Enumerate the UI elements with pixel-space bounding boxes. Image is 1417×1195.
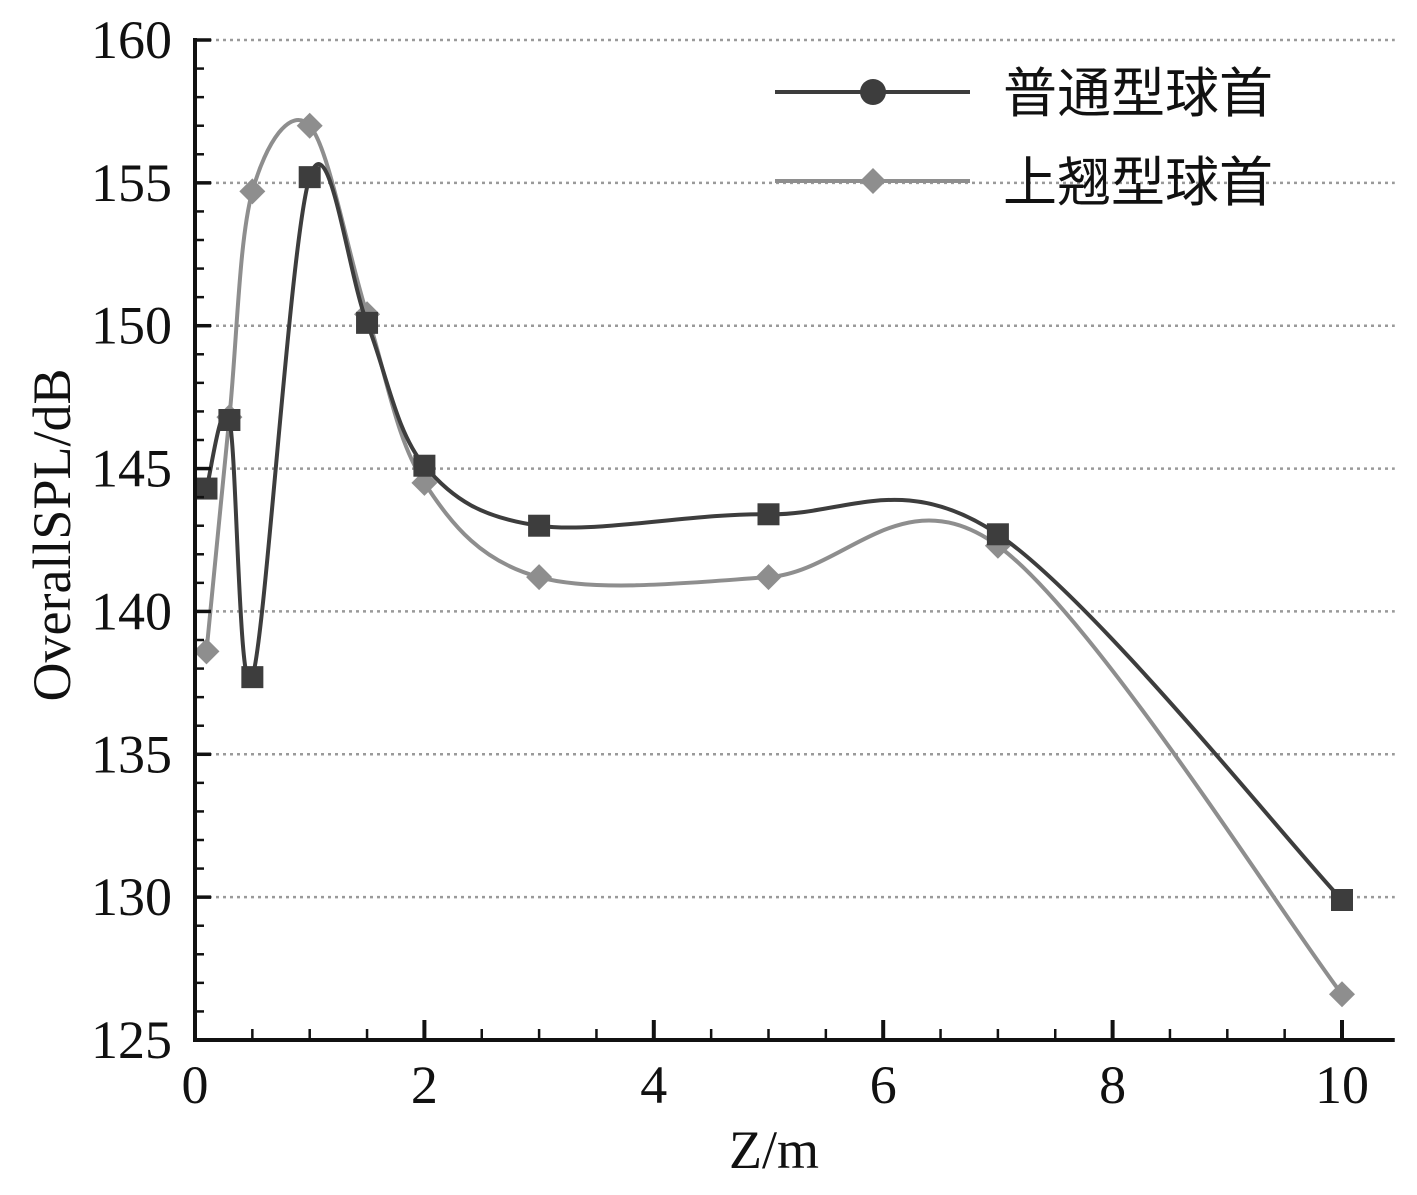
series-1-marker (195, 477, 218, 500)
y-axis-label: OverallSPL/dB (22, 369, 82, 702)
series-2-marker (193, 638, 220, 665)
y-tick-label: 140 (91, 581, 172, 641)
legend: 普通型球首 上翘型球首 (775, 62, 1273, 214)
y-tick-label: 160 (91, 10, 172, 70)
y-tick-label: 135 (91, 724, 172, 784)
x-axis-label: Z/m (729, 1120, 819, 1180)
y-tick-label: 155 (91, 153, 172, 213)
legend-label-series-2: 上翘型球首 (1003, 151, 1273, 214)
x-tick-label: 8 (1099, 1055, 1126, 1115)
x-tick-label: 2 (411, 1055, 438, 1115)
y-tick-label: 130 (91, 867, 172, 927)
series-2-marker (296, 112, 323, 139)
series-1-marker (986, 523, 1009, 546)
y-tick-label: 145 (91, 439, 172, 499)
series-2-marker (755, 564, 782, 591)
legend-entry-1: 普通型球首 (775, 62, 1273, 125)
series-1-marker (1331, 889, 1353, 911)
series-2-marker (239, 178, 266, 205)
legend-marker-series-1 (860, 79, 886, 105)
x-tick-label: 4 (640, 1055, 667, 1115)
x-tick-label: 6 (870, 1055, 897, 1115)
legend-marker-series-2 (860, 168, 886, 194)
series-1-marker (241, 666, 264, 689)
series-1-marker (757, 503, 780, 526)
x-tick-label: 0 (182, 1055, 209, 1115)
series-1-marker (298, 166, 321, 189)
series-1-marker (528, 514, 551, 537)
series-2-marker (1329, 981, 1355, 1008)
series-1-marker (218, 409, 241, 431)
y-tick-label: 125 (91, 1010, 172, 1070)
legend-entry-2: 上翘型球首 (775, 151, 1273, 214)
series-2-line (204, 118, 1344, 996)
series-layer (193, 112, 1355, 1008)
axis-layer (193, 38, 1395, 1042)
series-1-marker (413, 454, 436, 477)
legend-label-series-1: 普通型球首 (1003, 62, 1273, 125)
series-1-line (204, 162, 1344, 902)
x-tick-label: 10 (1315, 1055, 1369, 1115)
tick-label-layer: 125 130 135 140 145 150 155 160 0 2 4 6 8 10 (91, 10, 1369, 1115)
y-tick-label: 150 (91, 296, 172, 356)
series-1-marker (356, 311, 379, 334)
series-2-marker (526, 564, 553, 591)
